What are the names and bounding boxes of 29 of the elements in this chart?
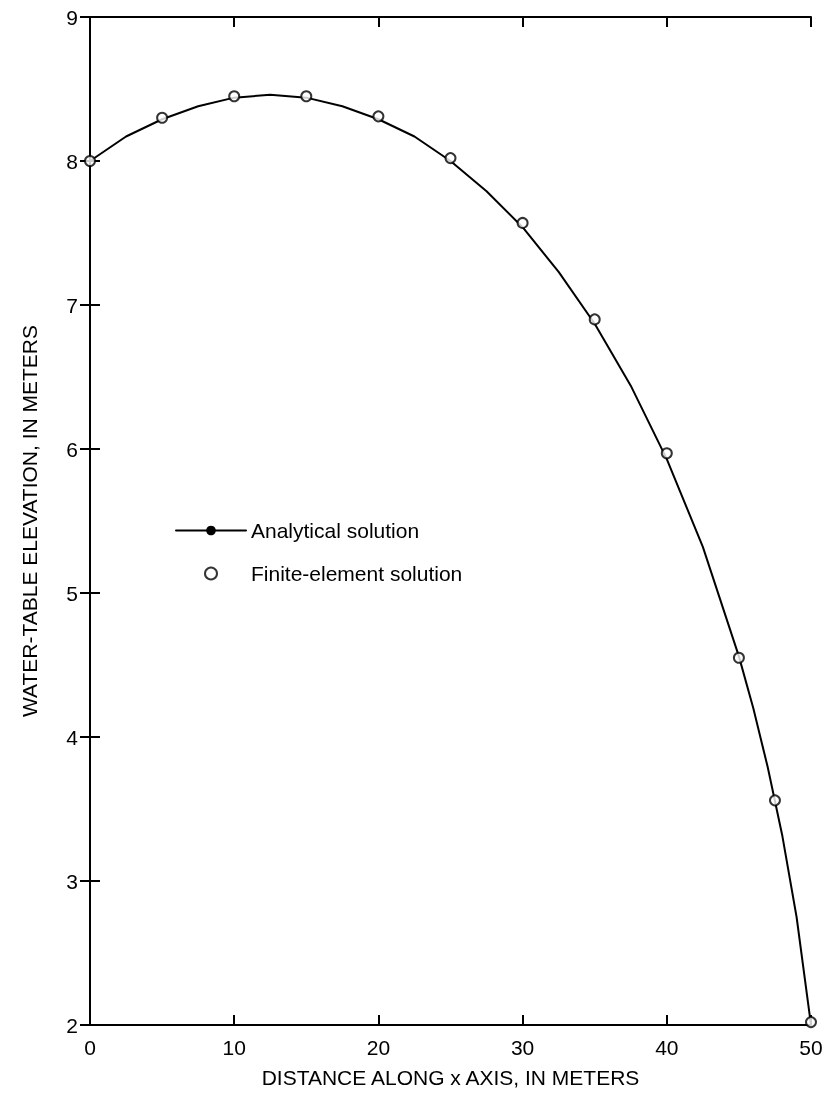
point bbox=[228, 90, 241, 103]
x-tick-label: 20 bbox=[366, 1036, 391, 1059]
y-tick-label: 5 bbox=[66, 581, 78, 605]
point bbox=[660, 447, 673, 460]
y-tick-label: 6 bbox=[66, 437, 78, 461]
x-tick-label: 40 bbox=[655, 1036, 679, 1059]
x-tick-label: 0 bbox=[84, 1036, 96, 1059]
point bbox=[588, 313, 601, 326]
point bbox=[732, 651, 745, 664]
y-tick-label: 2 bbox=[66, 1013, 78, 1037]
point bbox=[768, 794, 781, 807]
point bbox=[444, 152, 457, 165]
legend-label: Analytical solution bbox=[251, 519, 420, 542]
point bbox=[156, 111, 169, 124]
point bbox=[84, 155, 96, 167]
y-tick-label: 7 bbox=[66, 293, 78, 317]
y-tick-label: 9 bbox=[66, 5, 78, 29]
y-tick-label: 8 bbox=[66, 149, 78, 173]
x-axis-title: DISTANCE ALONG x AXIS, IN METERS bbox=[261, 1066, 640, 1089]
point bbox=[300, 90, 313, 103]
point bbox=[516, 216, 529, 229]
x-tick-label: 30 bbox=[510, 1036, 535, 1059]
legend-label: Finite-element solution bbox=[251, 562, 463, 585]
y-tick-label: 4 bbox=[66, 725, 79, 749]
y-axis-title: WATER-TABLE ELEVATION, IN METERS bbox=[18, 324, 41, 718]
x-tick-label: 50 bbox=[799, 1036, 823, 1059]
x-tick-label: 10 bbox=[222, 1036, 246, 1059]
y-tick-label: 3 bbox=[66, 869, 78, 893]
point bbox=[372, 110, 385, 123]
